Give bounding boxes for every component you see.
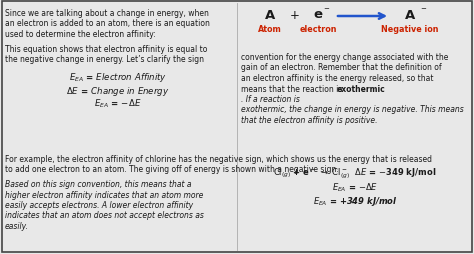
Text: convention for the energy change associated with the: convention for the energy change associa…: [241, 53, 448, 62]
Text: $\Delta E$ = $\mathit{Change\ in\ Energy}$: $\Delta E$ = $\mathit{Change\ in\ Energy…: [66, 84, 170, 97]
Text: the negative change in energy. Let’s clarify the sign: the negative change in energy. Let’s cla…: [5, 55, 204, 64]
Text: −: −: [420, 6, 426, 12]
Text: exothermic: exothermic: [337, 84, 386, 93]
Text: easily.: easily.: [5, 221, 29, 230]
Text: exothermic, the change in energy is negative. This means: exothermic, the change in energy is nega…: [241, 105, 464, 114]
Text: gain of an electron. Remember that the definition of: gain of an electron. Remember that the d…: [241, 63, 442, 72]
Text: electron: electron: [299, 25, 337, 34]
Text: −: −: [323, 6, 329, 12]
Text: e: e: [313, 8, 322, 21]
Text: Since we are talking about a change in energy, when: Since we are talking about a change in e…: [5, 9, 209, 18]
Text: . If a reaction is: . If a reaction is: [241, 95, 300, 104]
Text: Negative ion: Negative ion: [381, 25, 439, 34]
Text: A: A: [405, 9, 415, 22]
Text: to add one electron to an atom. The giving off of energy is shown with a negativ: to add one electron to an atom. The givi…: [5, 165, 339, 174]
Text: $E_{EA}$ = $-\Delta E$: $E_{EA}$ = $-\Delta E$: [332, 180, 378, 193]
Text: Atom: Atom: [258, 25, 282, 34]
Text: used to determine the electron affinity:: used to determine the electron affinity:: [5, 30, 156, 39]
Text: an electron is added to an atom, there is an equation: an electron is added to an atom, there i…: [5, 19, 210, 28]
Text: easily accepts electrons. A lower electron affinity: easily accepts electrons. A lower electr…: [5, 200, 193, 209]
Text: A: A: [265, 9, 275, 22]
Text: indicates that an atom does not accept electrons as: indicates that an atom does not accept e…: [5, 211, 204, 220]
Text: that the electron affinity is positive.: that the electron affinity is positive.: [241, 116, 377, 124]
Text: $\mathrm{Cl}_{(g)}$ + e$^-$ $\rightarrow$ $\mathrm{Cl}^-_{(g)}$  $\Delta E$ = $-: $\mathrm{Cl}_{(g)}$ + e$^-$ $\rightarrow…: [273, 166, 437, 180]
Text: +: +: [290, 9, 300, 22]
Text: higher electron affinity indicates that an atom more: higher electron affinity indicates that …: [5, 190, 203, 199]
Text: $E_{EA}$ = $-\Delta E$: $E_{EA}$ = $-\Delta E$: [94, 97, 142, 109]
Text: $E_{EA}$ = $\mathit{Electron\ Affinity}$: $E_{EA}$ = $\mathit{Electron\ Affinity}$: [69, 71, 167, 84]
Text: an electron affinity is the energy released, so that: an electron affinity is the energy relea…: [241, 74, 434, 83]
Text: For example, the electron affinity of chlorine has the negative sign, which show: For example, the electron affinity of ch…: [5, 154, 432, 163]
Text: This equation shows that electron affinity is equal to: This equation shows that electron affini…: [5, 44, 207, 53]
Text: Based on this sign convention, this means that a: Based on this sign convention, this mean…: [5, 179, 191, 188]
Text: means that the reaction is: means that the reaction is: [241, 84, 345, 93]
Text: $E_{EA}$ = +349 kJ/mol: $E_{EA}$ = +349 kJ/mol: [313, 194, 397, 207]
